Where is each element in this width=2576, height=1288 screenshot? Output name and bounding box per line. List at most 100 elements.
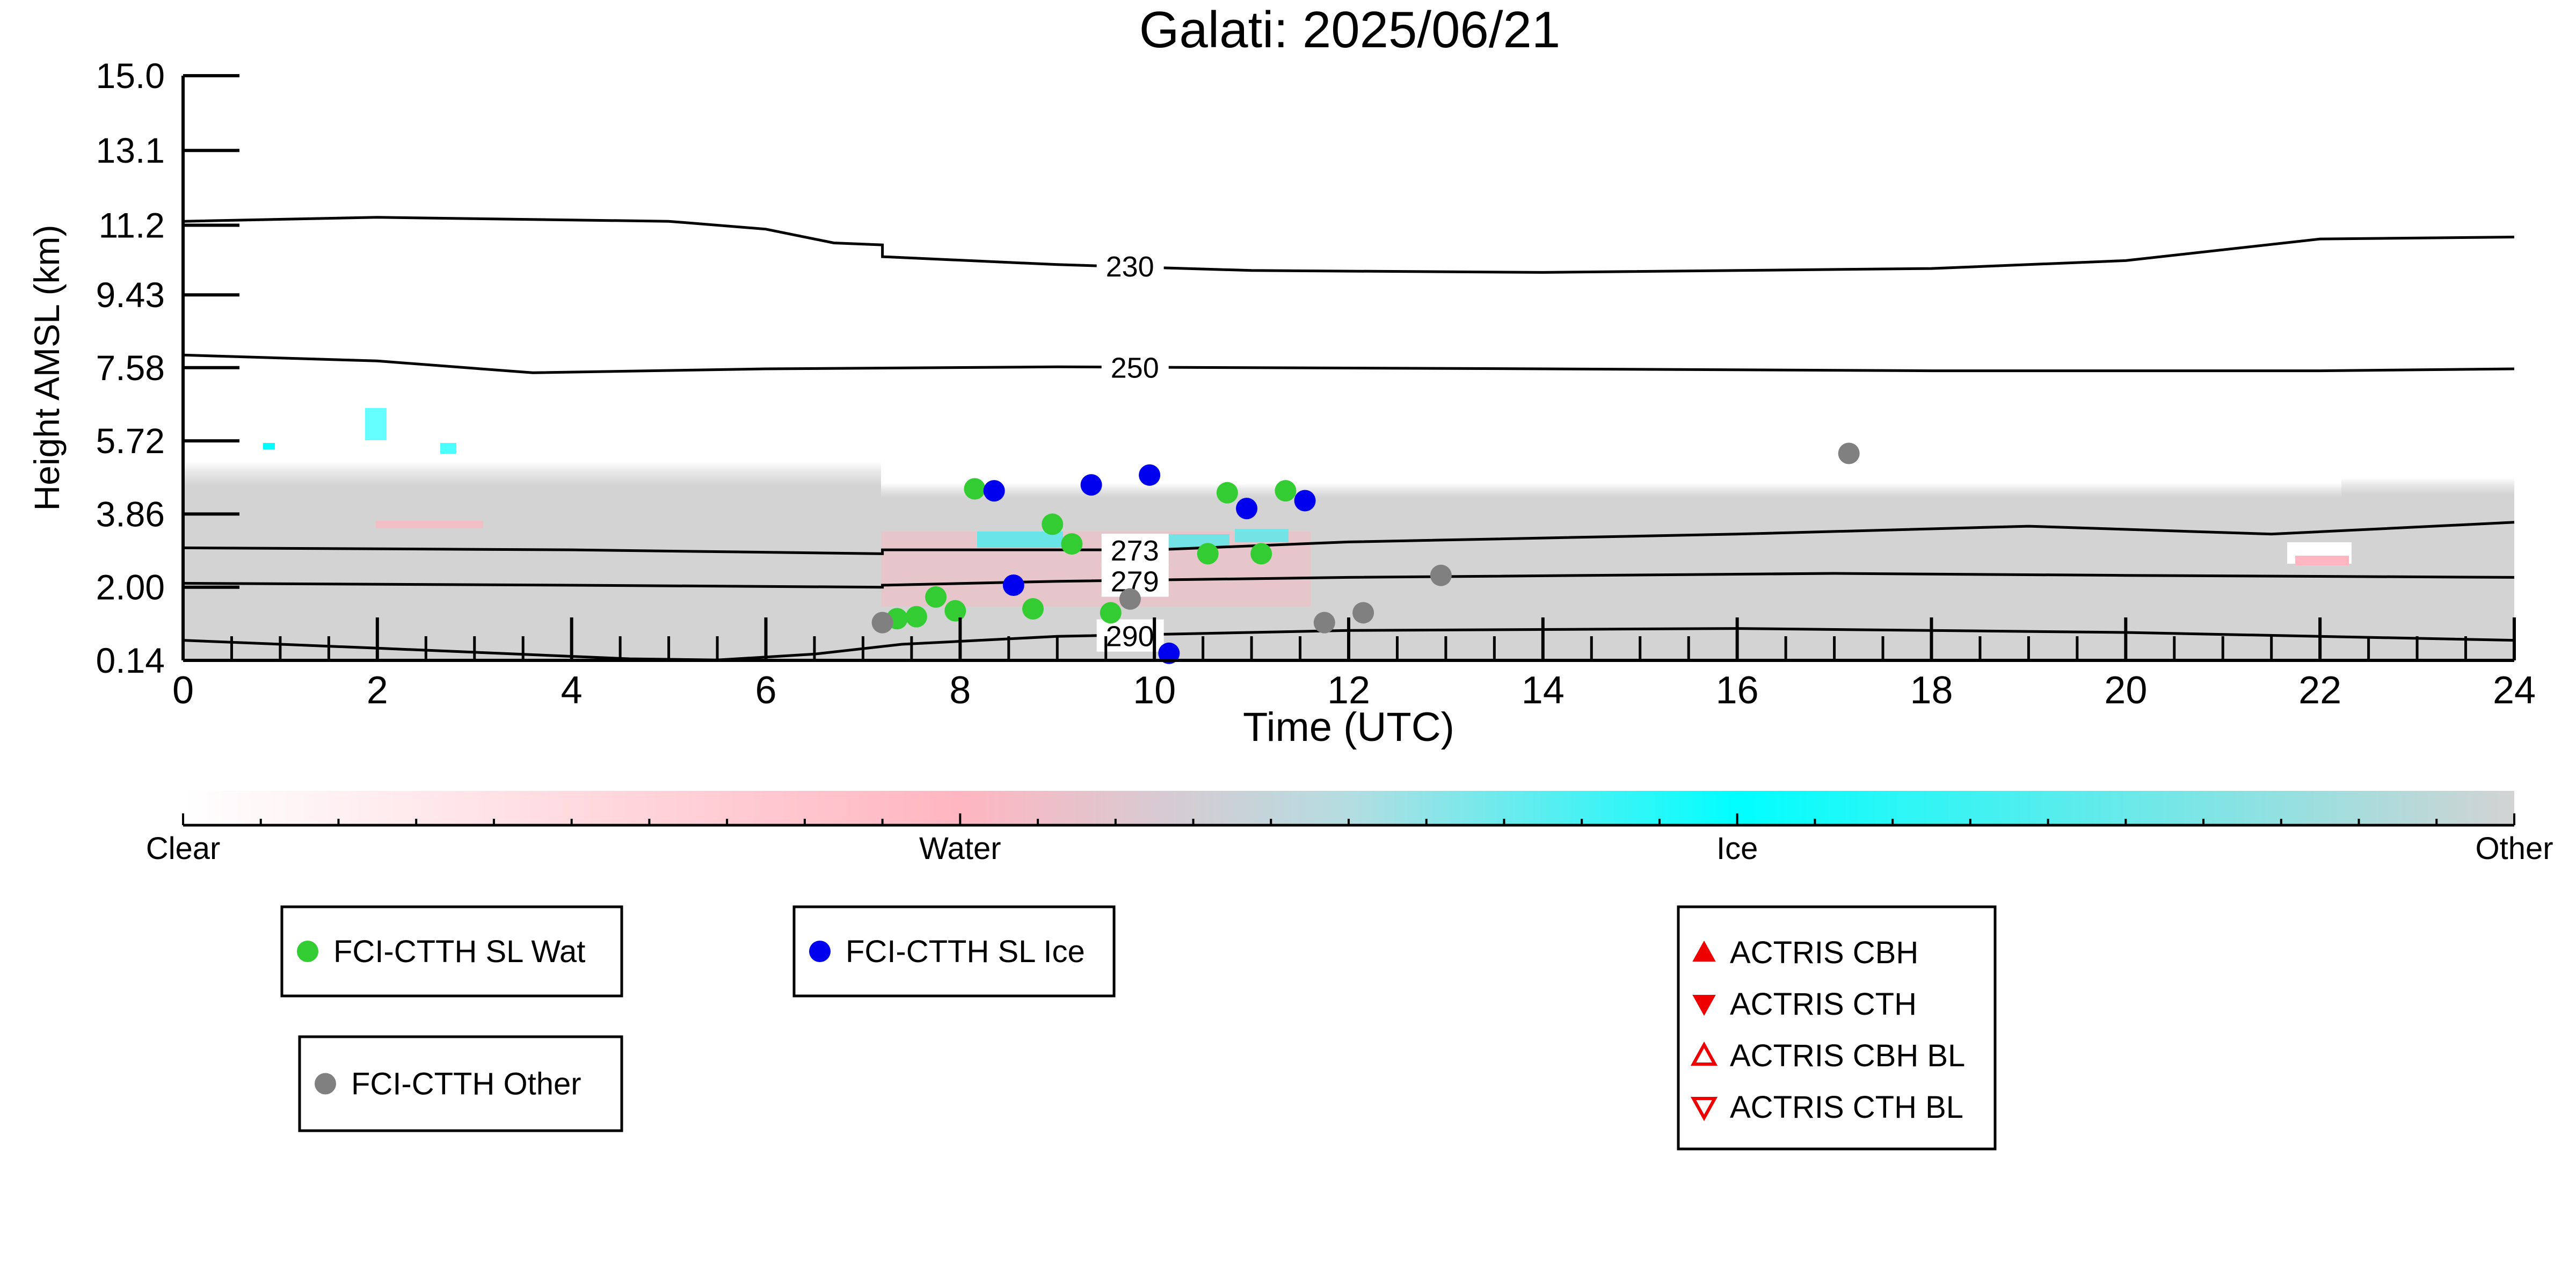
point-fci-ctth-sl-wat xyxy=(964,478,986,500)
point-fci-ctth-other xyxy=(1352,602,1374,624)
point-fci-ctth-sl-wat xyxy=(1197,543,1219,565)
x-axis-label: Time (UTC) xyxy=(1243,704,1454,750)
colorbar-label: Other xyxy=(2475,831,2553,866)
point-fci-ctth-sl-wat xyxy=(944,600,966,622)
point-fci-ctth-other xyxy=(1119,588,1141,610)
colorbar-label: Clear xyxy=(146,831,221,866)
contour-line-290 xyxy=(183,627,2515,661)
contour-line-273 xyxy=(183,521,2515,555)
legend-marker-triangle-up xyxy=(1690,1041,1718,1066)
point-fci-ctth-sl-ice xyxy=(983,480,1005,502)
x-tick-label: 14 xyxy=(1522,669,1564,712)
legend-box xyxy=(1677,905,1997,1151)
x-tick-label: 20 xyxy=(2104,669,2147,712)
y-tick-label: 15.0 xyxy=(96,56,165,96)
y-tick-label: 0.14 xyxy=(96,641,165,680)
legend-label: ACTRIS CTH BL xyxy=(1730,1090,1963,1125)
legend-marker-triangle-down xyxy=(1690,1097,1718,1122)
point-fci-ctth-sl-wat xyxy=(1216,482,1238,504)
y-tick-label: 5.72 xyxy=(96,421,165,461)
point-fci-ctth-sl-wat xyxy=(905,606,927,628)
x-tick-label: 10 xyxy=(1133,669,1176,712)
contour-label-250: 250 xyxy=(1111,352,1159,384)
point-fci-ctth-sl-ice xyxy=(1002,574,1024,596)
ice-speck-a xyxy=(263,443,275,449)
y-tick-label: 13.1 xyxy=(96,130,165,170)
contour-label-bg-273 xyxy=(1101,534,1169,566)
scatter-points xyxy=(871,442,1860,664)
legend-box xyxy=(792,905,1116,998)
point-fci-ctth-sl-ice xyxy=(1139,464,1161,486)
cloud-fill-right xyxy=(2341,478,2514,515)
cloud-fill-top xyxy=(183,462,881,515)
legend-label: FCI-CTTH SL Ice xyxy=(846,934,1085,969)
colorbar-label: Ice xyxy=(1716,831,1758,866)
point-fci-ctth-sl-wat xyxy=(1100,602,1122,624)
colorbar: Clear Water Ice Other xyxy=(146,791,2553,866)
legend-marker-triangle-up xyxy=(1692,940,1716,962)
water-patch xyxy=(2295,556,2349,565)
ice-speck-b xyxy=(365,408,387,440)
legends: FCI-CTTH SL Wat FCI-CTTH SL Ice FCI-CTTH O… xyxy=(280,905,1997,1151)
x-tick-label: 0 xyxy=(172,669,194,712)
contour-line-279 xyxy=(183,572,2515,589)
legend-label: ACTRIS CTH xyxy=(1730,987,1917,1022)
contour-label-bg-290 xyxy=(1096,619,1164,652)
ice-speck-c xyxy=(440,443,456,454)
colorbar-label: Water xyxy=(919,831,1001,866)
point-fci-ctth-other xyxy=(1838,442,1860,464)
contour-line-250 xyxy=(183,353,2515,374)
cloud-fill-mid xyxy=(881,483,2341,515)
point-fci-ctth-sl-wat xyxy=(1275,480,1297,502)
point-fci-ctth-sl-ice xyxy=(1158,642,1180,664)
point-fci-ctth-sl-wat xyxy=(1022,598,1044,620)
point-fci-ctth-sl-wat xyxy=(1250,543,1272,565)
water-patch-left xyxy=(376,521,483,528)
contour-label-230: 230 xyxy=(1106,251,1154,283)
x-tick-label: 4 xyxy=(561,669,583,712)
y-tick-label: 9.43 xyxy=(96,275,165,315)
point-fci-ctth-other xyxy=(1313,612,1335,634)
contour-label-290: 290 xyxy=(1106,621,1154,653)
y-tick-label: 11.2 xyxy=(98,205,165,245)
x-tick-label: 24 xyxy=(2493,669,2536,712)
chart-title: Galati: 2025/06/21 xyxy=(1139,1,1561,59)
x-tick-label: 8 xyxy=(949,669,971,712)
legend-box xyxy=(298,1035,623,1132)
point-fci-ctth-other xyxy=(1430,564,1452,586)
x-tick-label: 12 xyxy=(1327,669,1370,712)
x-tick-label: 18 xyxy=(1910,669,1953,712)
contour-label-273: 273 xyxy=(1111,535,1159,567)
point-fci-ctth-other xyxy=(871,612,893,634)
y-tick-label: 3.86 xyxy=(96,494,165,534)
ice-patch-c xyxy=(1235,529,1289,542)
point-fci-ctth-sl-wat xyxy=(1042,513,1064,535)
legend-marker-circle xyxy=(315,1073,336,1095)
y-tick-label: 7.58 xyxy=(96,348,165,388)
legend-marker-circle xyxy=(809,941,831,962)
legend-marker-circle xyxy=(297,941,318,962)
legend-label: ACTRIS CBH xyxy=(1730,935,1918,970)
point-fci-ctth-sl-wat xyxy=(925,586,947,608)
contour-label-bg-230 xyxy=(1096,250,1164,282)
contour-label-bg-250 xyxy=(1101,351,1169,383)
mixed-phase-band xyxy=(881,532,1311,607)
y-tick-label: 2.00 xyxy=(96,567,165,607)
x-tick-label: 16 xyxy=(1716,669,1759,712)
point-fci-ctth-sl-ice xyxy=(1080,474,1102,496)
y-axis-label: Height AMSL (km) xyxy=(27,224,67,511)
legend-label: FCI-CTTH SL Wat xyxy=(333,934,585,969)
x-tick-label: 6 xyxy=(755,669,776,712)
x-tick-label: 2 xyxy=(367,669,388,712)
legend-marker-triangle-down xyxy=(1692,995,1716,1016)
legend-box xyxy=(280,905,623,998)
x-tick-label: 22 xyxy=(2298,669,2341,712)
legend-label: FCI-CTTH Other xyxy=(351,1067,581,1102)
point-fci-ctth-sl-ice xyxy=(1294,490,1316,512)
point-fci-ctth-sl-wat xyxy=(1061,533,1083,555)
contour-line-230 xyxy=(183,216,2515,274)
point-fci-ctth-sl-ice xyxy=(1236,498,1258,520)
